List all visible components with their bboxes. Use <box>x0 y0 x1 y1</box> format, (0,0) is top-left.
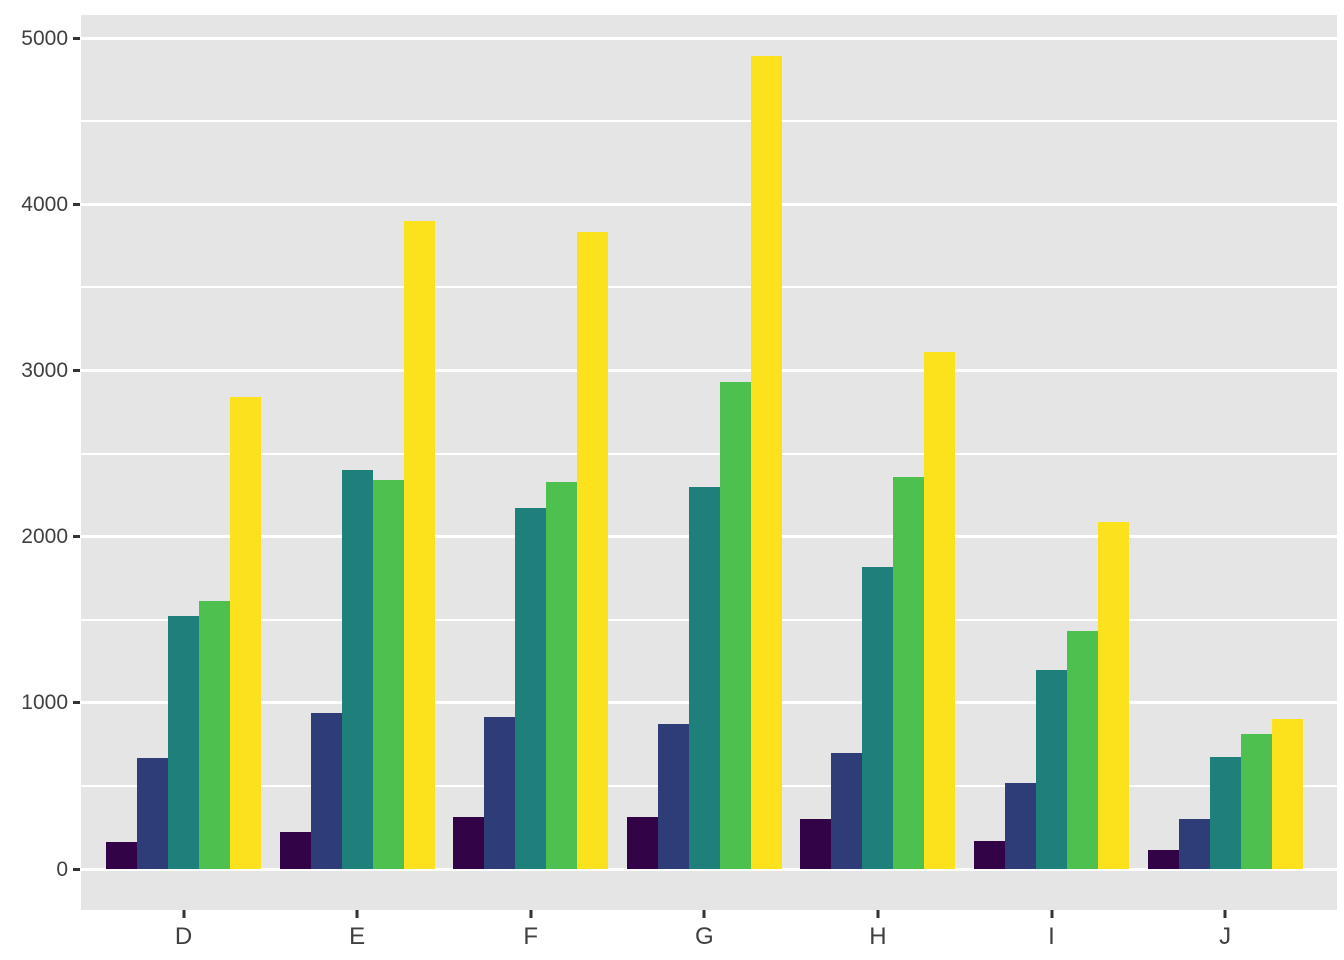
bar-dark-blue-E <box>310 712 342 869</box>
bar-dark-blue-H <box>831 752 863 869</box>
bar-dark-blue-I <box>1005 782 1036 869</box>
y-tick-mark <box>73 535 80 539</box>
y-tick-label: 3000 <box>21 358 68 382</box>
bar-green-D <box>199 601 230 869</box>
y-tick-label: 0 <box>56 857 68 881</box>
bar-yellow-G <box>750 56 782 869</box>
gridline-major <box>81 368 1337 372</box>
bar-green-G <box>719 382 751 869</box>
bar-green-E <box>372 480 404 869</box>
y-tick-label: 5000 <box>21 26 68 50</box>
gridline-minor <box>81 286 1337 289</box>
x-tick-label-F: F <box>523 923 539 950</box>
bar-dark-blue-G <box>657 724 689 869</box>
y-tick-mark <box>73 867 80 871</box>
x-tick-label-I: I <box>1048 923 1055 950</box>
y-tick-mark <box>73 368 80 372</box>
gridline-major <box>81 867 1337 871</box>
bar-dark-purple-E <box>279 832 311 869</box>
plot-panel <box>81 15 1337 910</box>
gridline-major <box>81 36 1337 40</box>
gridline-minor <box>81 120 1337 123</box>
bar-teal-H <box>862 566 894 869</box>
y-tick-label: 4000 <box>21 192 68 216</box>
bar-teal-E <box>341 470 373 869</box>
gridline-major <box>81 202 1337 206</box>
x-tick-mark <box>529 910 533 918</box>
y-tick-mark <box>73 701 80 705</box>
bar-yellow-D <box>230 396 261 869</box>
x-tick-label-D: D <box>174 923 193 950</box>
x-tick-mark <box>702 910 706 918</box>
x-tick-mark <box>1223 910 1227 918</box>
bar-dark-purple-F <box>453 817 485 869</box>
bar-dark-purple-I <box>974 840 1005 869</box>
bar-green-I <box>1067 631 1098 869</box>
x-tick-label-E: E <box>349 923 366 950</box>
bar-teal-G <box>688 486 720 869</box>
bar-dark-blue-D <box>137 758 168 869</box>
bar-dark-purple-J <box>1147 849 1179 869</box>
y-tick-mark <box>73 36 80 40</box>
bar-dark-blue-F <box>484 716 516 869</box>
bar-teal-J <box>1209 756 1241 869</box>
y-tick-mark <box>73 202 80 206</box>
bar-yellow-H <box>924 352 956 869</box>
bar-dark-purple-H <box>800 819 832 869</box>
bar-yellow-J <box>1271 719 1303 869</box>
x-tick-mark <box>876 910 880 918</box>
bar-yellow-E <box>403 220 435 869</box>
x-tick-mark <box>182 910 185 918</box>
bar-green-H <box>893 476 925 869</box>
x-tick-mark <box>355 910 359 918</box>
bar-teal-F <box>515 508 547 869</box>
bar-dark-blue-J <box>1178 819 1210 869</box>
bar-yellow-F <box>577 232 609 869</box>
x-tick-label-G: G <box>694 923 714 950</box>
x-tick-label-H: H <box>869 923 887 950</box>
bar-teal-D <box>168 616 199 869</box>
bar-teal-I <box>1036 669 1067 869</box>
y-tick-label: 2000 <box>21 525 68 549</box>
bar-dark-purple-D <box>106 842 137 869</box>
x-tick-mark <box>1050 910 1053 918</box>
gridline-minor <box>81 452 1337 455</box>
y-tick-label: 1000 <box>21 691 68 715</box>
x-tick-label-J: J <box>1219 923 1232 950</box>
bar-yellow-I <box>1098 521 1129 869</box>
bar-green-J <box>1240 734 1272 869</box>
bar-green-F <box>546 481 578 869</box>
bar-dark-purple-G <box>626 816 658 869</box>
